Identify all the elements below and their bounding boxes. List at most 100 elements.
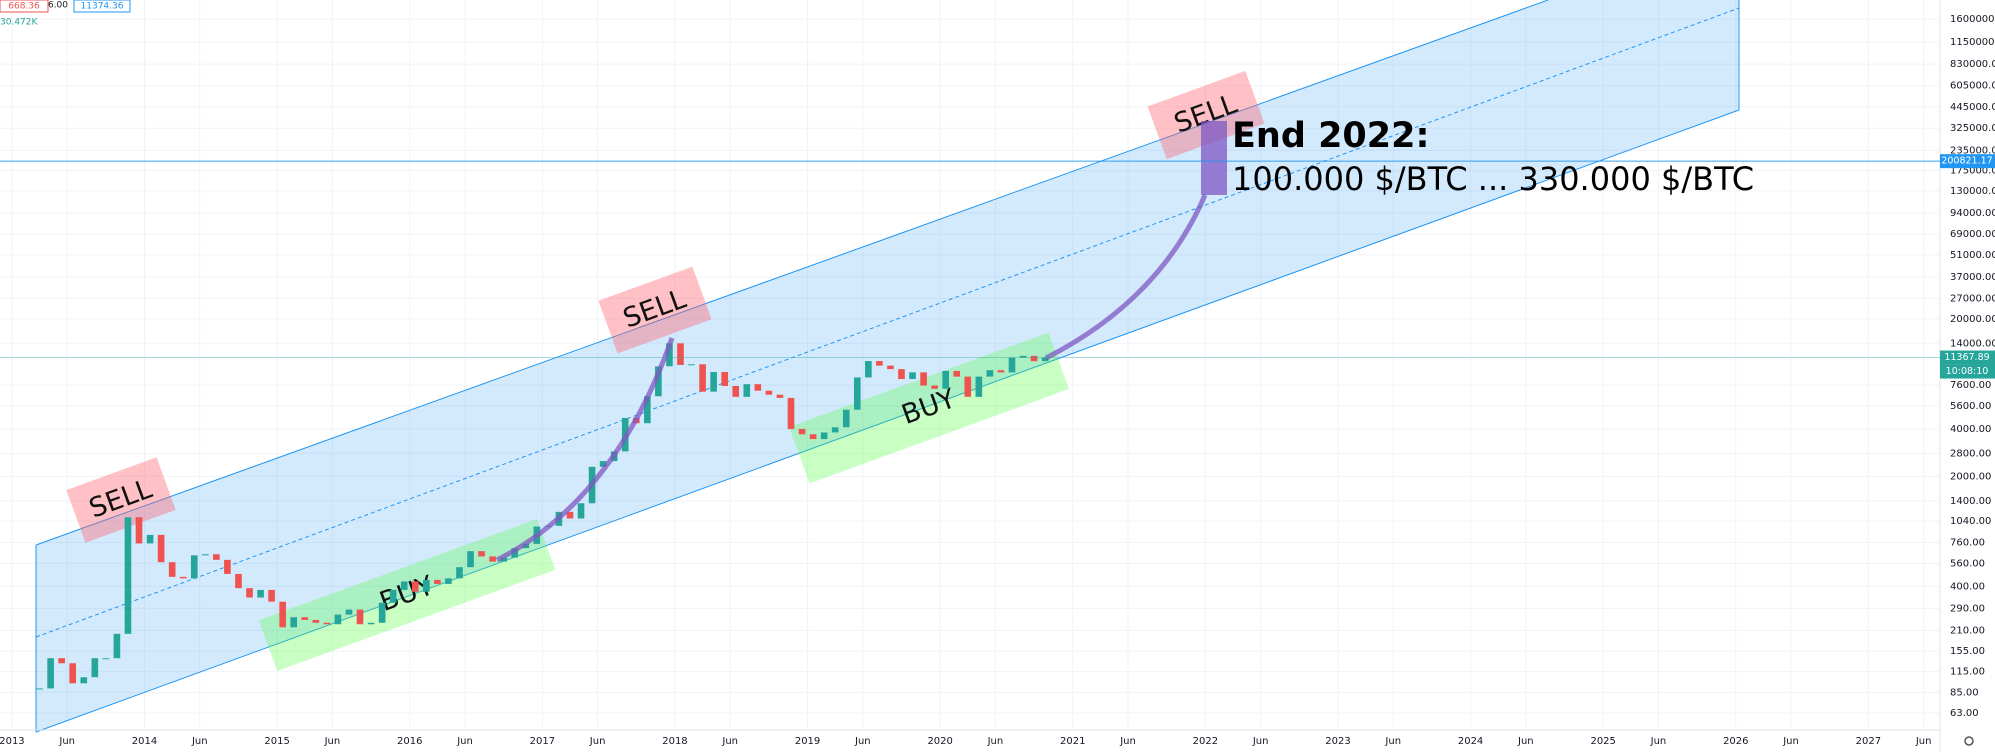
x-tick-label: Jun [1650,736,1667,747]
candle [865,361,872,378]
y-tick-label: 445000.00 [1950,102,1995,113]
y-tick-label: 14000.00 [1950,338,1995,349]
y-tick-label: 2800.00 [1950,448,1991,459]
candle [489,556,496,562]
sell-zone: SELL [66,457,176,543]
candle [997,370,1005,373]
x-tick-label: Jun [721,736,738,747]
candle [953,370,961,377]
legend-box [73,0,131,13]
candle [124,517,132,634]
x-tick-label: 2022 [1193,736,1218,747]
candle [378,602,386,623]
y-tick-label: 2000.00 [1950,471,1991,482]
price-label: 11367.89 [1944,352,1989,363]
candle [986,370,994,377]
target-range-bar [1201,121,1227,195]
candle [842,409,850,428]
countdown: 10:08:10 [1946,366,1989,377]
candle [367,622,375,625]
candle [666,343,673,367]
target-title: End 2022: [1232,116,1429,156]
x-tick-label: Jun [191,736,208,747]
candle [411,581,419,592]
x-tick-label: Jun [1119,736,1136,747]
candle [434,579,441,584]
settings-icon[interactable] [1964,736,1974,746]
candle [334,614,342,625]
y-tick-label: 69000.00 [1950,229,1995,240]
x-tick-label: 2020 [927,736,952,747]
candle [721,372,728,386]
candle [478,551,485,557]
y-tick-label: 27000.00 [1950,293,1995,304]
candle [688,364,695,366]
candle [776,394,784,398]
x-tick-label: Jun [1384,736,1401,747]
candle [202,554,209,556]
x-tick-label: Jun [1782,736,1799,747]
candle [920,372,927,386]
y-tick-label: 235000.00 [1950,145,1995,156]
grid [0,0,1940,730]
candle [456,567,463,579]
candle [887,365,894,370]
x-tick-label: 2014 [132,736,157,747]
candle [787,397,795,429]
candle [644,396,651,424]
candle [500,557,507,562]
x-tick-label: Jun [324,736,341,747]
candle [820,432,828,440]
y-tick-label: 605000.00 [1950,81,1995,92]
y-tick-label: 400.00 [1950,581,1985,592]
y-tick-label: 130000.00 [1950,186,1995,197]
candle [743,384,751,397]
y-tick-label: 115.00 [1950,667,1985,678]
candle [853,377,861,410]
y-tick-label: 37000.00 [1950,272,1995,283]
candle [831,427,839,433]
candle [566,511,574,519]
y-tick-label: 760.00 [1950,538,1985,549]
y-tick-label: 1400.00 [1950,496,1991,507]
x-tick-label: Jun [1915,736,1932,747]
candle [246,588,253,598]
legend-value: 668.36 [8,2,40,12]
candle [710,372,717,392]
candle [809,434,817,440]
x-tick-label: 2027 [1856,736,1881,747]
candle [909,372,916,380]
candle [69,663,77,684]
candle [301,617,309,620]
candle [290,617,298,628]
y-tick-label: 94000.00 [1950,208,1995,219]
candle [1008,357,1016,373]
candle [765,390,773,395]
candle [577,503,585,519]
candle [113,633,121,659]
x-tick-label: 2025 [1590,736,1615,747]
candle [931,385,938,389]
x-tick-label: 2015 [264,736,289,747]
y-tick-label: 560.00 [1950,558,1985,569]
y-tick-label: 7600.00 [1950,380,1991,391]
candle [312,619,320,623]
y-tick-label: 20000.00 [1950,314,1995,325]
candle [91,658,99,678]
x-tick-label: 2026 [1723,736,1748,747]
candle [80,677,88,684]
candle [1041,357,1049,362]
sell-zone: SELL [598,266,712,354]
candle [323,622,331,625]
x-tick-label: Jun [987,736,1004,747]
candle [356,609,364,625]
x-tick-label: Jun [58,736,75,747]
candle [599,461,607,467]
projection-curve [495,337,675,563]
candle [942,370,950,389]
y-tick-label: 1150000.00 [1950,37,1995,48]
y-tick-label: 5600.00 [1950,401,1991,412]
x-tick-label: Jun [589,736,606,747]
x-tick-label: 2017 [530,736,555,747]
channel-lower [35,109,1740,733]
